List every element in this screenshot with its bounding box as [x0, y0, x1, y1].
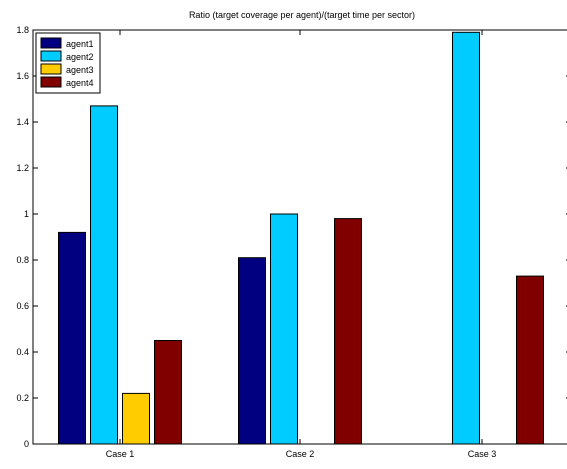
legend-swatch-agent3: [40, 63, 62, 75]
legend-swatch-agent4: [40, 76, 62, 88]
x-axis: Case 1 Case 2 Case 3: [106, 30, 497, 459]
y-tick-label: 0.2: [16, 393, 29, 403]
legend-swatch-agent2: [40, 50, 62, 62]
y-tick-label: 1.4: [16, 117, 29, 127]
bar-agent3-case-1: [122, 392, 150, 445]
bar-agent4-case-3: [516, 275, 544, 445]
bar-agent1-case-1: [58, 231, 86, 445]
y-tick-label: 0: [24, 439, 29, 449]
legend-swatch-agent1: [40, 37, 62, 49]
bar-agent2-case-3: [452, 31, 480, 445]
legend: agent1 agent2 agent3 agent4: [35, 32, 101, 94]
bar-agent2-case-1: [90, 105, 118, 445]
x-tick-label: Case 3: [468, 449, 497, 459]
bar-agent1-case-2: [238, 257, 266, 445]
x-tick-label: Case 2: [286, 449, 315, 459]
legend-label-agent3: agent3: [66, 65, 94, 75]
y-tick-label: 1.2: [16, 163, 29, 173]
y-tick-label: 0.8: [16, 255, 29, 265]
y-tick-label: 1.8: [16, 25, 29, 35]
x-tick-label: Case 1: [106, 449, 135, 459]
bars: [58, 31, 544, 445]
chart-title: Ratio (target coverage per agent)/(targe…: [189, 10, 415, 20]
bar-agent2-case-2: [270, 213, 298, 445]
legend-label-agent1: agent1: [66, 39, 94, 49]
legend-label-agent4: agent4: [66, 78, 94, 88]
plot-area: [32, 29, 567, 445]
y-tick-label: 1: [24, 209, 29, 219]
y-tick-label: 0.6: [16, 301, 29, 311]
y-tick-label: 1.6: [16, 71, 29, 81]
bar-agent4-case-1: [154, 340, 182, 445]
y-tick-label: 0.4: [16, 347, 29, 357]
legend-label-agent2: agent2: [66, 52, 94, 62]
bar-agent4-case-2: [334, 218, 362, 445]
